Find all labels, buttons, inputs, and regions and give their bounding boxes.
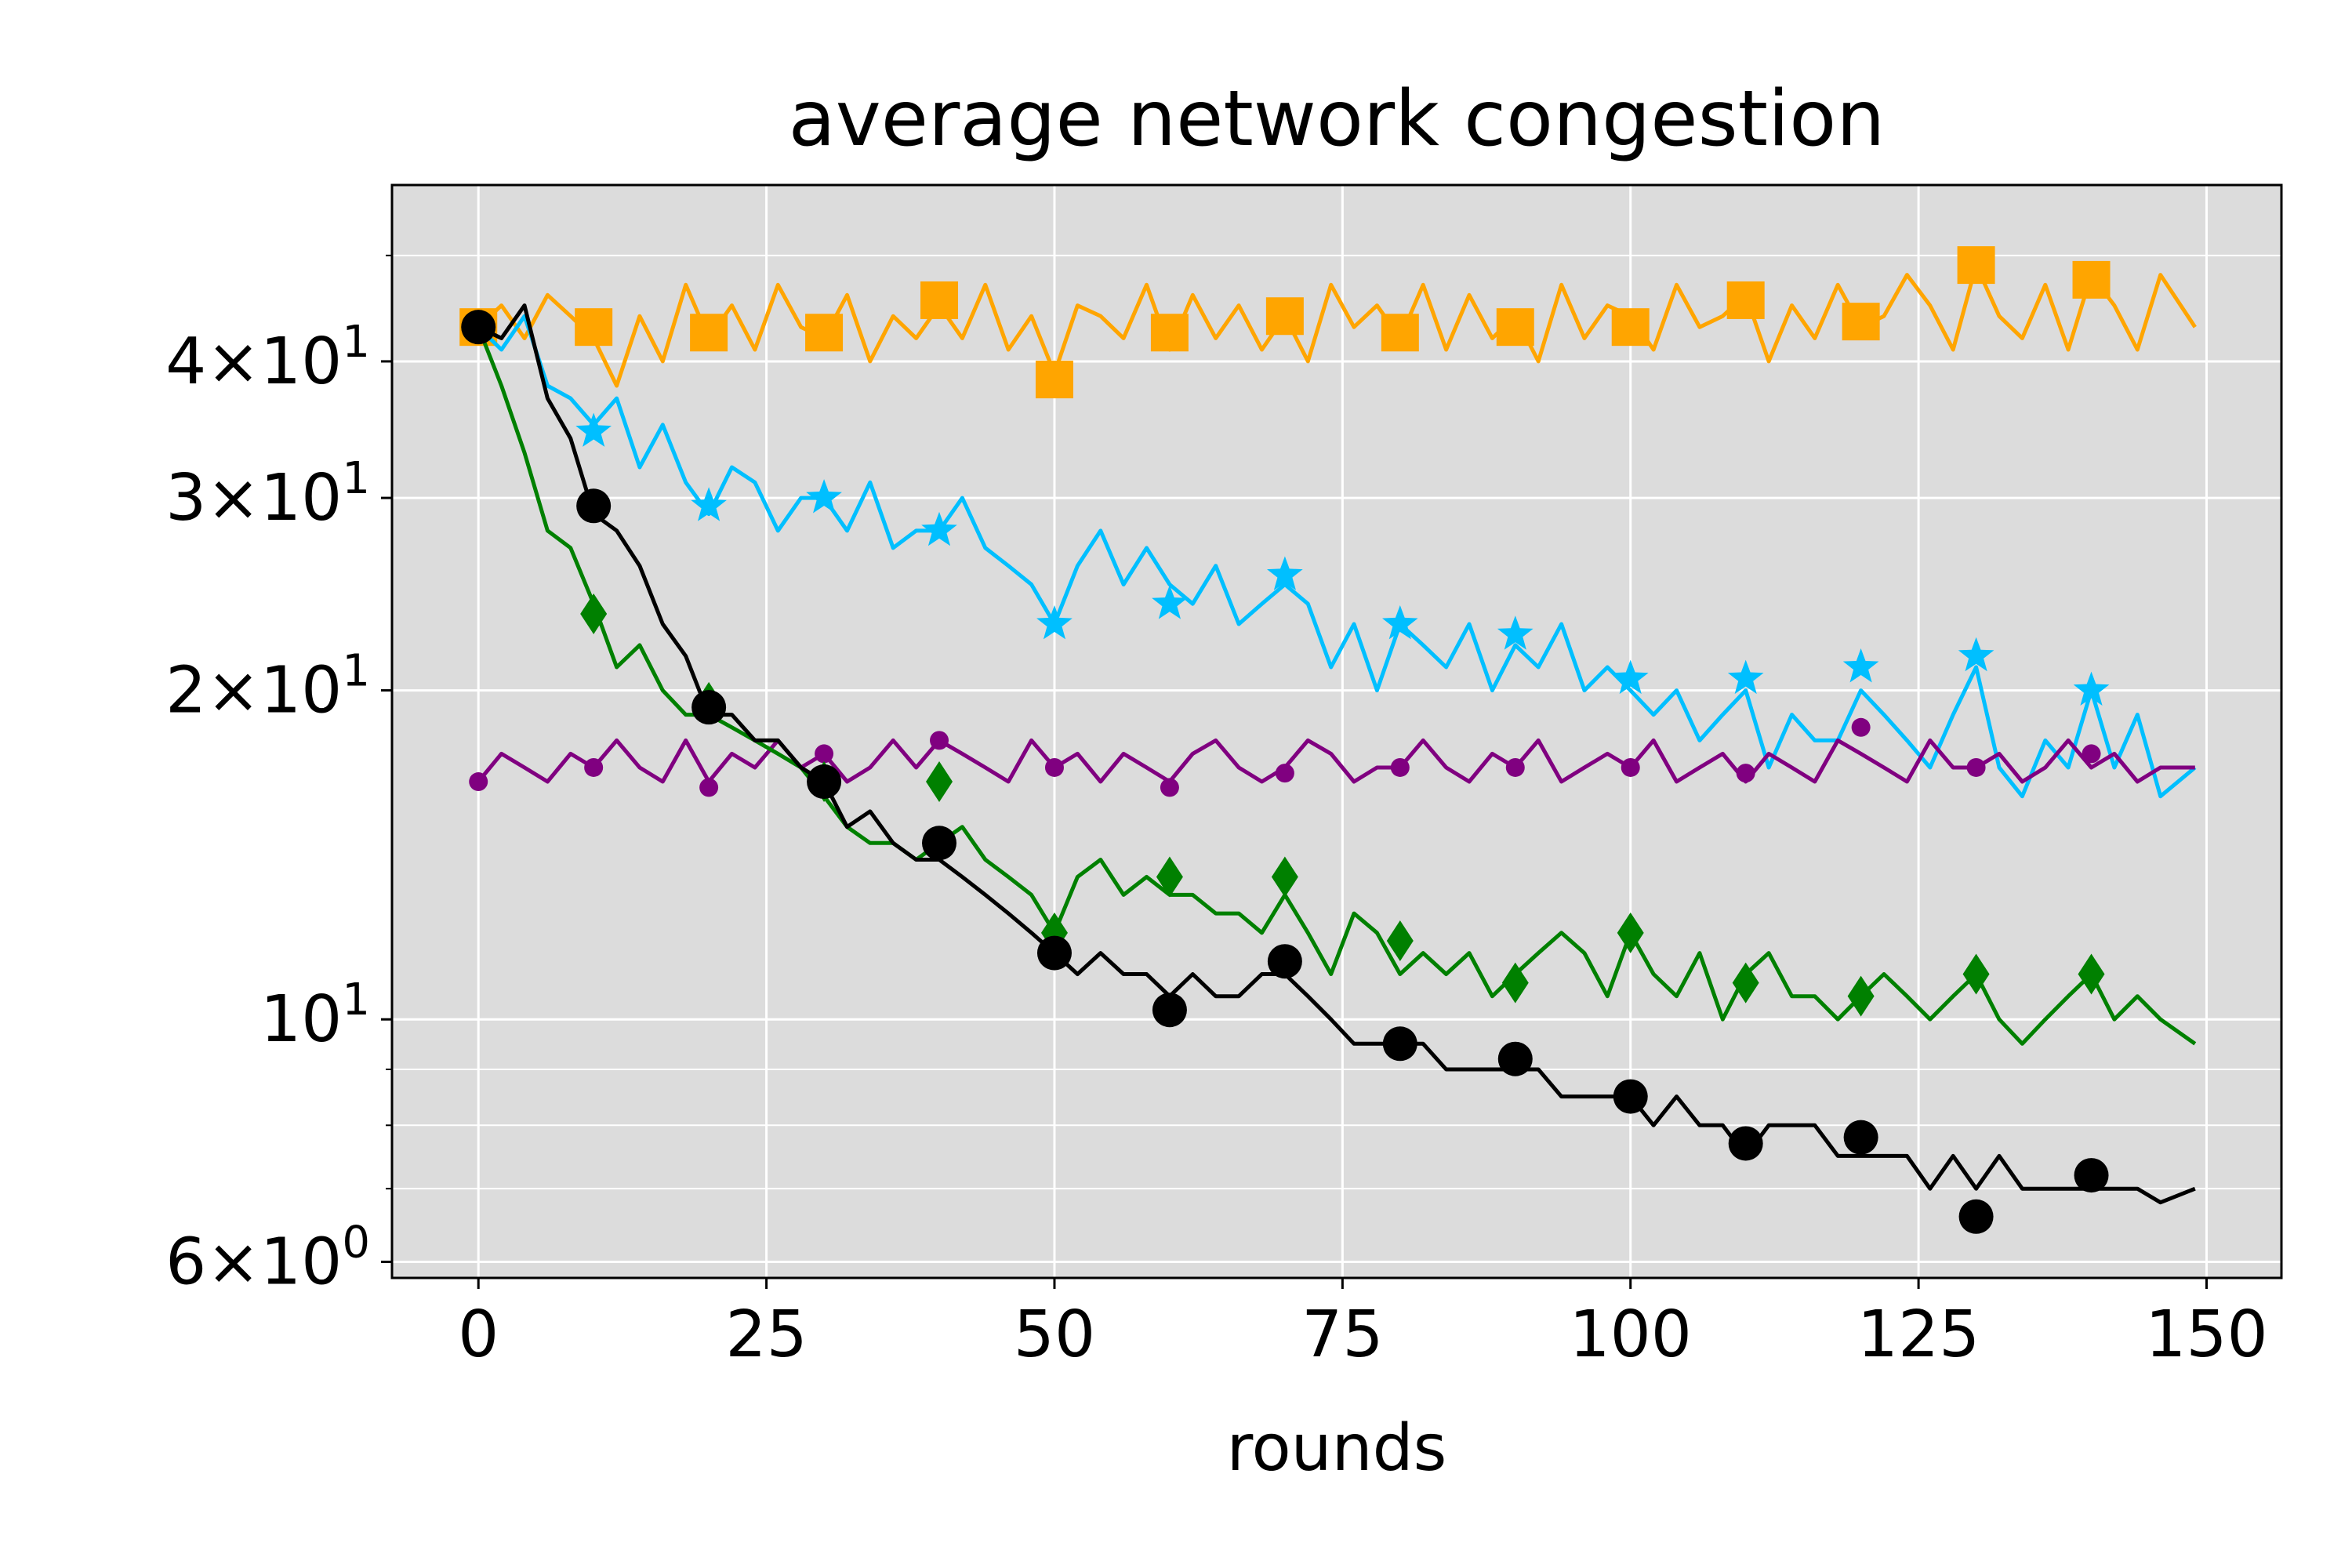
data-point-dot <box>584 757 604 777</box>
data-point-circle <box>2074 1158 2109 1193</box>
data-point-star <box>806 479 842 514</box>
x-tick-label: 75 <box>1301 1298 1383 1372</box>
data-point-circle <box>1843 1120 1878 1155</box>
x-axis-label: rounds <box>1227 1411 1447 1486</box>
data-point-circle <box>807 764 842 800</box>
series-4 <box>476 326 2197 1046</box>
data-point-circle <box>576 488 612 524</box>
x-tick-label: 50 <box>1014 1298 1095 1372</box>
data-point-square <box>1496 308 1534 347</box>
data-point-dot <box>469 772 488 792</box>
data-point-square <box>1842 303 1880 341</box>
data-point-square <box>920 281 959 319</box>
data-point-square <box>1726 281 1765 319</box>
data-point-star <box>1842 648 1879 683</box>
data-point-star <box>1727 659 1764 695</box>
data-point-diamond <box>1386 920 1414 962</box>
data-point-dot <box>1390 757 1410 777</box>
data-point-star <box>575 412 612 447</box>
data-point-square <box>1035 361 1073 399</box>
data-point-star <box>2073 671 2110 706</box>
series-line <box>477 303 2196 1205</box>
data-point-diamond <box>1962 953 1990 995</box>
data-point-star <box>1382 605 1418 640</box>
data-point-square <box>805 314 844 352</box>
data-point-circle <box>461 310 496 345</box>
data-point-dot <box>930 731 949 750</box>
data-point-star <box>1497 615 1534 650</box>
data-point-star <box>691 487 727 521</box>
data-point-circle <box>1267 944 1302 979</box>
data-point-dot <box>1275 764 1294 783</box>
x-tick-label: 125 <box>1857 1298 1980 1372</box>
data-point-circle <box>1497 1041 1533 1076</box>
series-5 <box>461 303 2196 1234</box>
data-point-square <box>1611 308 1650 347</box>
data-point-circle <box>1613 1079 1648 1114</box>
data-point-star <box>921 511 957 546</box>
series-line <box>477 263 2197 388</box>
data-point-diamond <box>1156 856 1183 898</box>
y-tick-label: 3×101 <box>165 453 370 535</box>
data-point-square <box>1150 314 1189 352</box>
y-tick-label: 2×101 <box>165 646 370 728</box>
data-point-square <box>2072 260 2111 299</box>
data-point-circle <box>1382 1026 1417 1062</box>
data-point-dot <box>1736 764 1755 783</box>
data-point-circle <box>1728 1126 1763 1161</box>
series-layer <box>459 246 2197 1234</box>
data-point-square <box>1265 297 1304 336</box>
series-2 <box>477 314 2197 799</box>
data-point-circle <box>1152 993 1187 1028</box>
data-point-star <box>1958 637 1994 672</box>
plot-frame <box>390 183 2283 1279</box>
data-point-diamond <box>926 761 953 803</box>
series-line <box>477 738 2195 784</box>
data-point-square <box>1957 246 1995 285</box>
series-line <box>476 326 2197 1046</box>
data-point-dot <box>2082 744 2101 764</box>
data-point-diamond <box>1732 962 1759 1004</box>
data-point-dot <box>1160 778 1179 797</box>
data-point-square <box>690 314 728 352</box>
x-tick-label: 0 <box>458 1298 499 1372</box>
data-point-square <box>575 308 613 347</box>
data-point-diamond <box>2078 953 2105 995</box>
data-point-circle <box>1958 1199 1994 1234</box>
x-tick-label: 25 <box>725 1298 807 1372</box>
y-tick-label: 101 <box>260 975 370 1057</box>
series-3 <box>469 717 2195 797</box>
data-point-square <box>1381 314 1419 352</box>
data-point-dot <box>1044 757 1064 777</box>
data-point-circle <box>922 826 957 861</box>
data-point-dot <box>1621 757 1640 777</box>
data-point-dot <box>1851 717 1871 737</box>
data-point-circle <box>691 690 727 725</box>
data-point-circle <box>1036 935 1072 971</box>
data-point-dot <box>1505 757 1525 777</box>
series-line <box>477 314 2197 799</box>
y-tick-label: 6×100 <box>165 1217 370 1299</box>
data-point-star <box>1152 585 1188 619</box>
data-point-star <box>1267 556 1303 590</box>
axes: 0 25 50 75 100 125 150 6×100 101 2×101 3×101 4×101 <box>165 254 2268 1372</box>
plot-area <box>392 185 2281 1278</box>
data-point-diamond <box>1847 975 1875 1017</box>
data-point-dot <box>815 744 834 764</box>
y-tick-label: 4×101 <box>165 317 370 399</box>
data-point-diamond <box>1271 856 1298 898</box>
data-point-dot <box>699 778 719 797</box>
data-point-star <box>1036 605 1073 640</box>
chart-title: average network congestion <box>789 74 1886 164</box>
data-point-diamond <box>1617 912 1644 953</box>
data-point-diamond <box>580 593 608 634</box>
x-tick-label: 100 <box>1569 1298 1692 1372</box>
data-point-diamond <box>1501 962 1529 1004</box>
x-tick-label: 150 <box>2145 1298 2268 1372</box>
data-point-dot <box>1966 757 1986 777</box>
data-point-star <box>1612 659 1649 695</box>
